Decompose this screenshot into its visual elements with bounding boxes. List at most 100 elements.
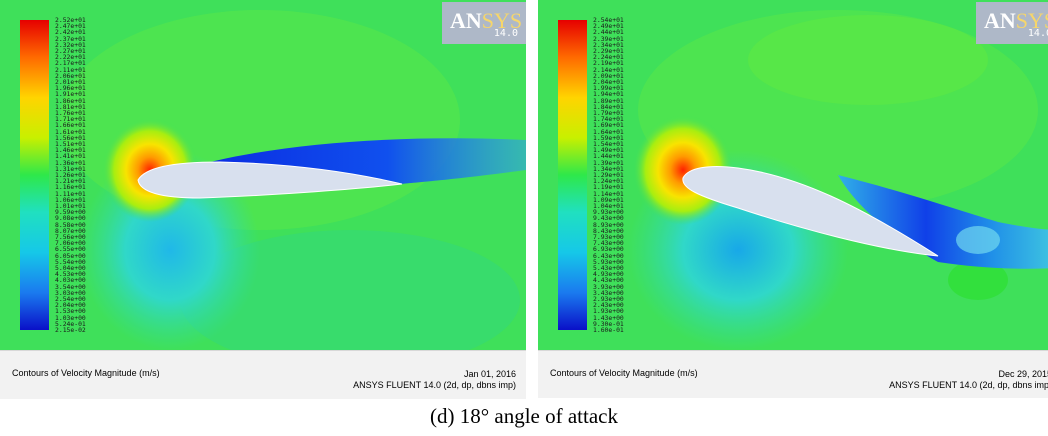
legend-tick-label: 1.29e+01 — [593, 171, 624, 179]
legend-tick-label: 2.54e+01 — [593, 16, 624, 24]
legend-tick-label: 1.41e+01 — [55, 152, 86, 161]
legend-tick-label: 2.42e+01 — [55, 28, 86, 37]
legend-tick-label: 1.54e+01 — [593, 140, 624, 148]
plot-footer: Contours of Velocity Magnitude (m/s) Dec… — [538, 350, 1048, 398]
footer-date: Jan 01, 2016 — [463, 369, 516, 379]
legend-tick-label: 1.69e+01 — [593, 121, 624, 130]
ansys-logo: ANSYS 14.0 — [976, 2, 1048, 44]
legend-tick-label: 1.89e+01 — [593, 96, 624, 105]
legend-tick-label: 2.47e+01 — [55, 22, 86, 31]
legend-tick-label: 1.14e+01 — [593, 189, 624, 198]
legend-tick-label: 2.19e+01 — [593, 59, 624, 68]
legend-tick-label: 2.43e+00 — [593, 301, 624, 310]
legend-tick-label: 1.51e+01 — [55, 140, 86, 148]
legend-tick-label: 2.09e+01 — [593, 71, 624, 80]
legend-tick-label: 1.53e+00 — [55, 307, 86, 316]
legend-tick-label: 8.93e+00 — [593, 220, 624, 229]
velocity-contour-field-left — [0, 0, 526, 350]
legend-tick-label: 1.46e+01 — [55, 146, 86, 155]
legend-tick-label: 2.14e+01 — [593, 65, 624, 74]
contour-plot-left: 2.52e+01 2.47e+01 2.42e+01 2.37e+01 2.32e+01… — [0, 0, 526, 350]
legend-tick-label: 1.60e-01 — [593, 326, 624, 334]
color-legend-bar — [558, 20, 587, 330]
legend-tick-label: 2.15e-02 — [55, 326, 86, 334]
legend-tick-label: 1.09e+01 — [593, 195, 624, 204]
legend-tick-label: 1.93e+00 — [593, 307, 624, 316]
legend-tick-label: 1.06e+01 — [55, 195, 86, 204]
legend-tick-label: 9.30e-01 — [593, 319, 624, 328]
legend-tick-label: 4.43e+00 — [593, 276, 624, 285]
legend-tick-label: 9.59e+00 — [55, 208, 86, 217]
legend-tick-label: 1.11e+01 — [55, 189, 86, 198]
legend-tick-label: 6.05e+00 — [55, 251, 86, 260]
legend-tick-label: 7.43e+00 — [593, 239, 624, 248]
legend-tick-label: 2.37e+01 — [55, 34, 86, 43]
legend-tick-label: 2.93e+00 — [593, 295, 624, 303]
legend-tick-label: 2.29e+01 — [593, 47, 624, 55]
legend-tick-label: 2.44e+01 — [593, 28, 624, 37]
legend-tick-label: 4.53e+00 — [55, 270, 86, 279]
legend-tick-label: 1.74e+01 — [593, 115, 624, 124]
footer-date: Dec 29, 2015 — [998, 369, 1048, 379]
legend-tick-label: 2.22e+01 — [55, 53, 86, 62]
legend-tick-label: 1.56e+01 — [55, 133, 86, 142]
velocity-contour-field-right — [538, 0, 1048, 350]
legend-labels-left: 2.52e+01 2.47e+01 2.42e+01 2.37e+01 2.32e+01… — [55, 17, 105, 335]
legend-tick-label: 9.43e+00 — [593, 214, 624, 223]
legend-tick-label: 1.34e+01 — [593, 164, 624, 173]
figure-caption: (d) 18° angle of attack — [430, 404, 618, 428]
footer-title: Contours of Velocity Magnitude (m/s) — [550, 368, 698, 378]
legend-tick-label: 1.66e+01 — [55, 121, 86, 130]
legend-tick-label: 2.04e+01 — [593, 78, 624, 86]
legend-tick-label: 6.93e+00 — [593, 245, 624, 254]
legend-tick-label: 2.11e+01 — [55, 65, 86, 74]
contour-panel-left: 2.52e+01 2.47e+01 2.42e+01 2.37e+01 2.32e+01… — [0, 0, 526, 399]
legend-tick-label: 5.24e-01 — [55, 319, 86, 328]
legend-tick-label: 8.43e+00 — [593, 226, 624, 235]
legend-tick-label: 2.39e+01 — [593, 34, 624, 43]
legend-tick-label: 3.43e+00 — [593, 288, 624, 297]
legend-tick-label: 1.61e+01 — [55, 127, 86, 136]
legend-tick-label: 2.06e+01 — [55, 71, 86, 80]
legend-tick-label: 2.17e+01 — [55, 59, 86, 68]
legend-tick-label: 1.71e+01 — [55, 115, 86, 124]
legend-tick-label: 5.93e+00 — [593, 257, 624, 266]
legend-tick-label: 1.26e+01 — [55, 171, 86, 179]
legend-tick-label: 1.21e+01 — [55, 177, 86, 186]
legend-tick-label: 2.01e+01 — [55, 78, 86, 86]
legend-tick-label: 6.43e+00 — [593, 251, 624, 260]
legend-tick-label: 5.43e+00 — [593, 264, 624, 272]
legend-tick-label: 1.86e+01 — [55, 96, 86, 105]
legend-tick-label: 2.24e+01 — [593, 53, 624, 62]
legend-tick-label: 7.06e+00 — [55, 239, 86, 248]
legend-tick-label: 8.58e+00 — [55, 220, 86, 229]
footer-app-info: ANSYS FLUENT 14.0 (2d, dp, dbns imp) — [353, 380, 516, 390]
legend-tick-label: 1.49e+01 — [593, 146, 624, 155]
legend-tick-label: 1.44e+01 — [593, 152, 624, 161]
legend-tick-label: 2.49e+01 — [593, 22, 624, 31]
legend-tick-label: 2.04e+00 — [55, 301, 86, 310]
legend-tick-label: 1.24e+01 — [593, 177, 624, 186]
legend-tick-label: 1.64e+01 — [593, 127, 624, 136]
plot-footer: Contours of Velocity Magnitude (m/s) Jan… — [0, 350, 526, 399]
legend-tick-label: 4.03e+00 — [55, 276, 86, 285]
airfoil-shape — [682, 165, 939, 257]
legend-tick-label: 1.31e+01 — [55, 164, 86, 173]
legend-tick-label: 2.34e+01 — [593, 40, 624, 49]
legend-tick-label: 5.54e+00 — [55, 257, 86, 266]
legend-tick-label: 3.93e+00 — [593, 282, 624, 291]
legend-labels-right: 2.54e+01 2.49e+01 2.44e+01 2.39e+01 2.34e+01… — [593, 17, 643, 335]
legend-tick-label: 2.32e+01 — [55, 40, 86, 49]
legend-tick-label: 1.84e+01 — [593, 102, 624, 111]
legend-tick-label: 9.08e+00 — [55, 214, 86, 223]
legend-tick-label: 1.76e+01 — [55, 109, 86, 117]
logo-version: 14.0 — [1027, 28, 1048, 39]
legend-tick-label: 1.79e+01 — [593, 109, 624, 117]
legend-tick-label: 7.56e+00 — [55, 233, 86, 241]
legend-tick-label: 1.36e+01 — [55, 158, 86, 167]
ansys-logo: ANSYS 14.0 — [442, 2, 526, 44]
legend-tick-label: 1.01e+01 — [55, 202, 86, 210]
color-legend-bar — [20, 20, 49, 330]
legend-tick-label: 1.96e+01 — [55, 84, 86, 93]
legend-tick-label: 1.91e+01 — [55, 90, 86, 99]
